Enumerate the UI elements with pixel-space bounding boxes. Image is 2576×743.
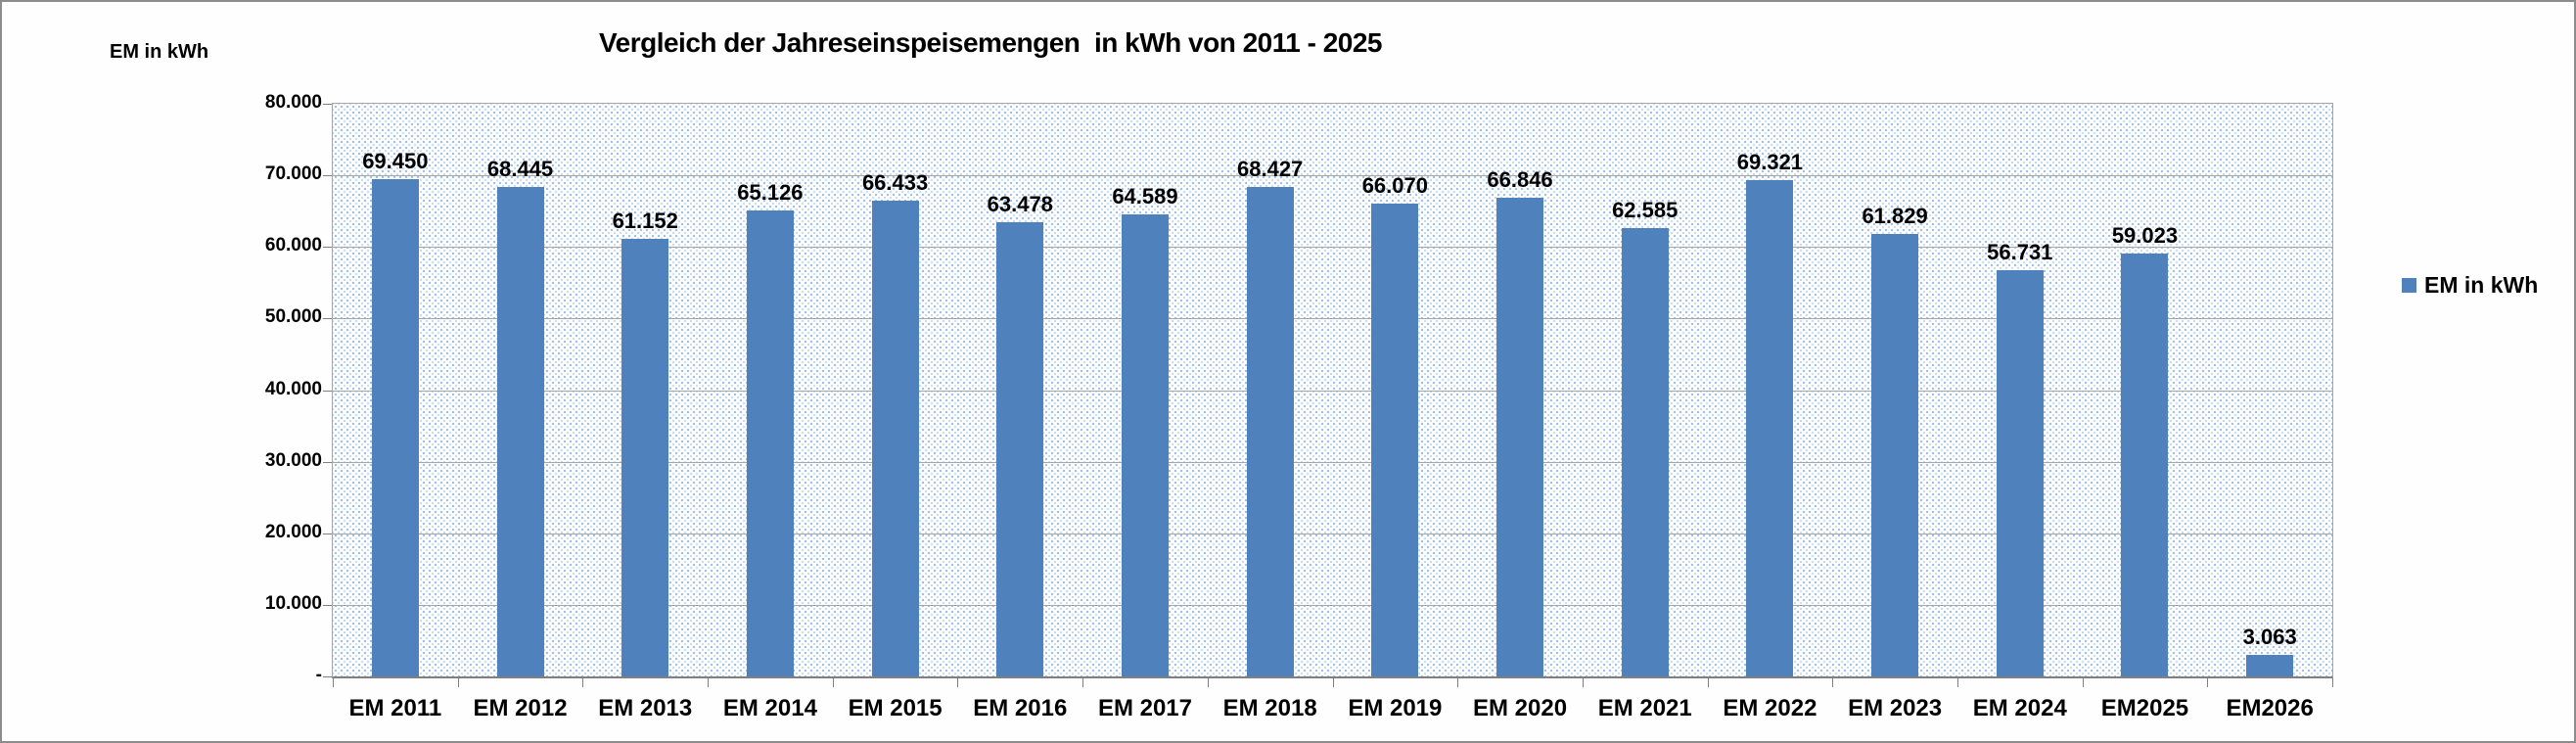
x-axis-label: EM 2021 [1597, 695, 1692, 721]
bar [746, 209, 794, 676]
legend: EM in kWh [2402, 272, 2538, 299]
bar-value-label: 64.589 [1112, 183, 1178, 209]
y-axis-tick-label: 40.000 [264, 378, 322, 399]
x-axis-tick [1082, 678, 1084, 687]
bar-value-label: 66.433 [861, 170, 929, 196]
x-axis-label: EM 2017 [1097, 695, 1192, 721]
y-axis-title: EM in kWh [110, 41, 209, 63]
y-axis-tick-label: - [315, 665, 322, 685]
bar-value-label: 66.846 [1487, 167, 1553, 193]
x-axis-tick [708, 678, 710, 687]
x-axis-tick [1832, 678, 1834, 687]
x-axis-tick [1707, 678, 1709, 687]
y-axis-tick [323, 676, 332, 677]
bar-value-label: 62.585 [1612, 198, 1679, 223]
y-axis-tick [323, 104, 332, 105]
bar-value-label: 59.023 [2111, 223, 2179, 249]
bar [871, 201, 919, 676]
x-axis-label: EM2026 [2226, 695, 2314, 721]
x-axis-tick [457, 678, 459, 687]
x-axis-label: EM 2013 [598, 695, 693, 721]
y-axis-tick [323, 247, 332, 249]
bar-value-label: 69.321 [1736, 150, 1804, 175]
legend-label: EM in kWh [2424, 272, 2539, 298]
y-axis-tick [323, 175, 332, 177]
x-axis-tick [2082, 678, 2084, 687]
y-axis-tick-label: 80.000 [264, 92, 322, 113]
y-axis-tick-label: 10.000 [264, 592, 322, 614]
bar-value-label: 3.063 [2242, 624, 2297, 649]
bar [1871, 233, 1919, 676]
bar [996, 221, 1044, 676]
x-axis-label: EM 2018 [1222, 695, 1317, 721]
bar [1371, 203, 1419, 676]
bar-value-label: 61.152 [612, 208, 678, 233]
x-axis-label: EM 2014 [722, 695, 817, 721]
bar [1996, 270, 2044, 676]
bar [371, 179, 419, 676]
x-axis-label: EM 2016 [973, 695, 1068, 721]
x-axis-tick [333, 678, 334, 687]
x-axis-tick [2332, 678, 2333, 687]
x-axis-label: EM2025 [2100, 695, 2189, 721]
y-axis-tick-label: 30.000 [264, 449, 322, 471]
x-axis-label: EM 2022 [1723, 695, 1817, 721]
chart-title: Vergleich der Jahreseinspeisemengen in k… [599, 27, 1383, 58]
x-axis-tick [957, 678, 959, 687]
bar-value-label: 68.445 [486, 156, 554, 181]
bar [621, 238, 669, 676]
y-axis-tick [323, 318, 332, 320]
x-axis-tick [1457, 678, 1459, 687]
x-axis-tick [2207, 678, 2209, 687]
x-axis-tick [1332, 678, 1334, 687]
gridline [333, 175, 2332, 177]
plot-area: 69.450 68.445 61.152 65.126 66.433 63.478 64.5… [332, 103, 2333, 678]
bar [496, 186, 544, 676]
x-axis-tick [582, 678, 584, 687]
y-axis-tick [323, 604, 332, 606]
x-axis-tick [1582, 678, 1584, 687]
bar [1621, 228, 1669, 676]
bar-value-label: 66.070 [1361, 172, 1428, 198]
bar [1246, 186, 1294, 676]
legend-swatch-icon [2402, 278, 2416, 293]
x-axis-label: EM 2020 [1473, 695, 1568, 721]
bar-value-label: 61.829 [1862, 203, 1928, 228]
x-axis-label: EM 2011 [348, 695, 442, 721]
x-axis-tick [832, 678, 834, 687]
bar [2246, 654, 2294, 676]
bar-value-label: 56.731 [1987, 240, 2053, 265]
bar [1496, 198, 1544, 676]
y-axis-tick-label: 50.000 [264, 306, 322, 328]
x-axis-label: EM 2023 [1848, 695, 1943, 721]
bar [2121, 254, 2169, 676]
gridline [333, 390, 2332, 392]
x-axis-label: EM 2019 [1348, 695, 1443, 721]
gridline [333, 247, 2332, 249]
bar [1746, 180, 1794, 676]
gridline [333, 318, 2332, 320]
x-axis-tick [1956, 678, 1958, 687]
bar [1121, 213, 1169, 676]
bar-value-label: 68.427 [1237, 156, 1304, 181]
y-axis-tick-label: 20.000 [264, 521, 322, 542]
bar-value-label: 69.450 [362, 149, 429, 174]
gridline [333, 461, 2332, 463]
y-axis-tick [323, 461, 332, 463]
bar-value-label: 65.126 [737, 179, 804, 205]
x-axis-label: EM 2024 [1972, 695, 2067, 721]
gridline [333, 604, 2332, 606]
y-axis-tick-label: 60.000 [264, 235, 322, 256]
x-axis-label: EM 2012 [473, 695, 568, 721]
x-axis-tick [1207, 678, 1209, 687]
bar-value-label: 63.478 [987, 191, 1053, 216]
y-axis-tick [323, 390, 332, 392]
x-axis-label: EM 2015 [848, 695, 943, 721]
y-axis-tick-label: 70.000 [264, 163, 322, 185]
